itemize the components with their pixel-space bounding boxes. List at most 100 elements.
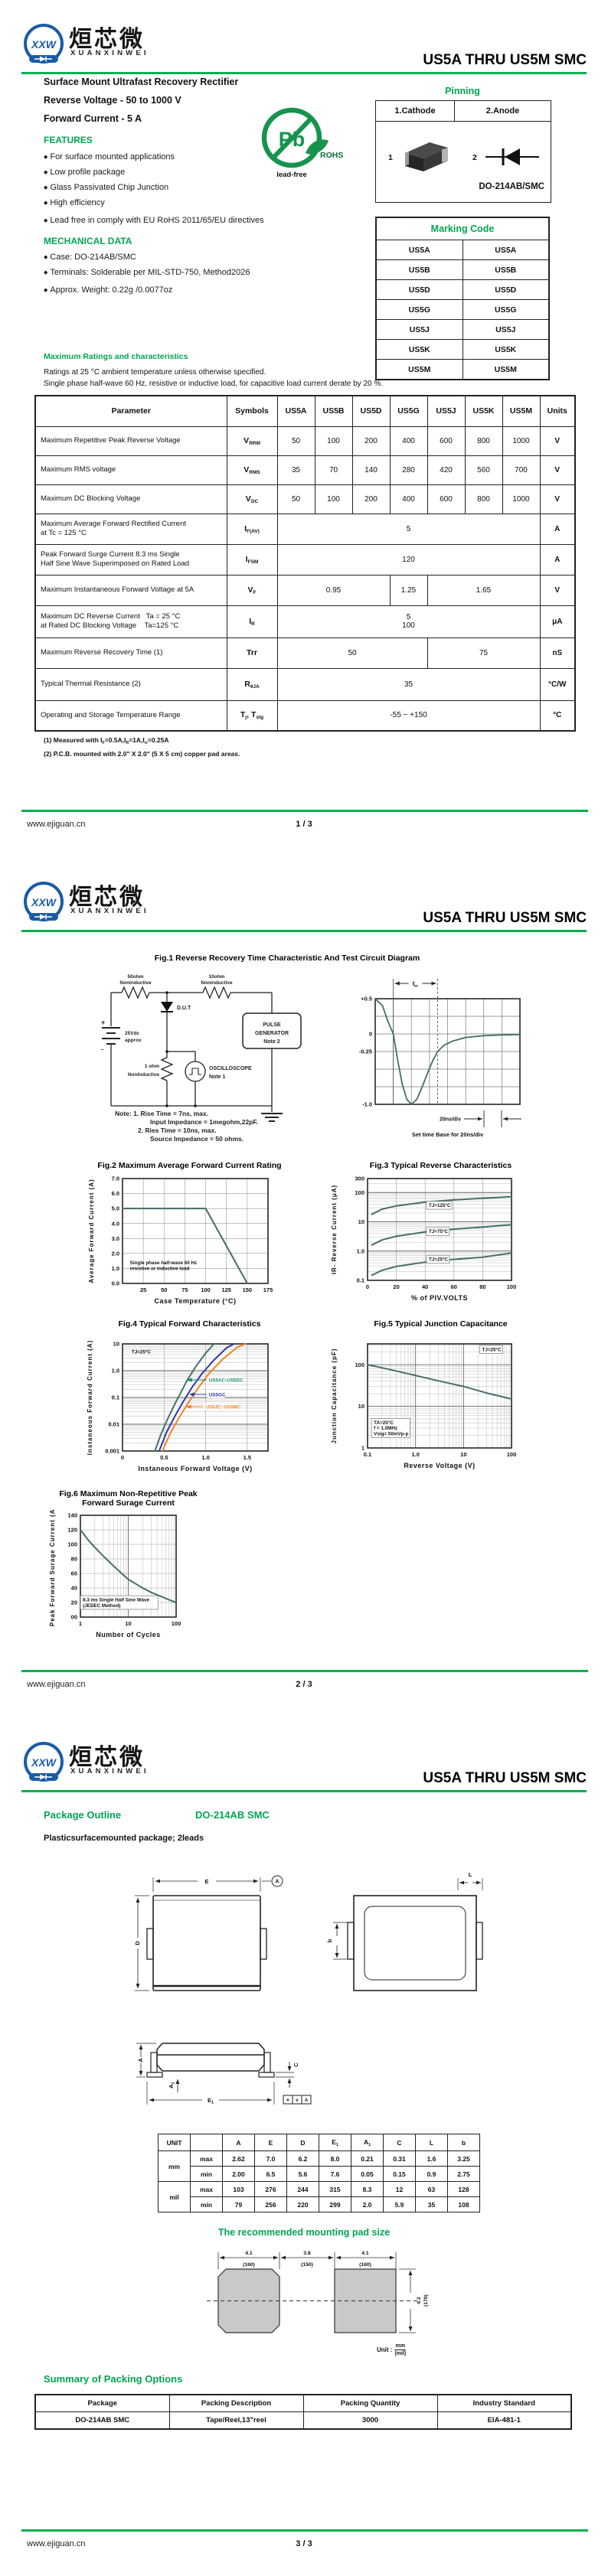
column-header: Parameter [34,395,227,427]
svg-text:75: 75 [181,1286,188,1293]
pin2-label: 2.Anode [485,106,520,116]
svg-text:(160): (160) [359,2262,371,2268]
logo-english-name: XUANXINWEI [70,907,149,915]
svg-text:100: 100 [172,1620,181,1627]
package-outline-heading: Package Outline [44,1809,122,1821]
svg-text:US5JC~US5MC: US5JC~US5MC [205,1405,240,1410]
svg-text:140: 140 [67,1512,77,1519]
svg-text:00: 00 [71,1614,77,1621]
pin1-label: 1.Cathode [376,101,455,121]
svg-text:4.1: 4.1 [361,2251,369,2256]
svg-text:40: 40 [422,1283,428,1290]
ratings-row: Peak Forward Surge Current 8.3 ms Single… [34,543,576,576]
logo-abbr: XXW [31,1756,57,1769]
svg-text:US5AC-US5DC: US5AC-US5DC [209,1378,244,1384]
feature-item: ◆ Glass Passivated Chip Junction [44,183,169,192]
dim-A: A [137,2058,144,2062]
svg-text:⌖: ⌖ [286,2098,289,2103]
marking-row: US5D US5D [375,279,550,300]
company-logo-icon: XXW [24,24,64,64]
dim-C: C [293,2062,299,2067]
svg-text:0.0: 0.0 [112,1280,119,1287]
svg-text:7.0: 7.0 [112,1176,119,1182]
svg-text:4.1: 4.1 [245,2251,253,2256]
svg-text:NonInductive: NonInductive [128,1072,160,1078]
r1-label: 50ohm [128,974,144,980]
svg-text:Junction Capacitance (pF): Junction Capacitance (pF) [331,1348,338,1443]
forward-current-line: Forward Current - 5 A [44,113,142,124]
svg-text:150: 150 [243,1286,253,1293]
logo-chinese-name: 烜芯微 [69,27,145,52]
fig5-chart: 100 10 10.1 1.0 10 100 Reverse Voltage (V) Junc… [331,1343,516,1469]
footer-rule [21,810,588,812]
logo-chinese-name: 烜芯微 [69,1745,145,1770]
fig5-title: Fig.5 Typical Junction Capacitance [374,1319,508,1329]
fig1-title: Fig.1 Reverse Recovery Time Characterist… [154,954,420,963]
svg-text:100: 100 [67,1541,77,1548]
ratings-row: Operating and Storage Temperature Range T… [34,699,576,732]
dim-L: L [469,1871,472,1878]
column-header: Symbols [226,395,278,427]
fig4-title: Fig.4 Typical Forward Characteristics [118,1319,261,1329]
svg-text:-0.25: -0.25 [359,1048,372,1055]
header-rule [21,1790,587,1792]
column-header: US5J [427,395,466,427]
ratings-heading: Maximum Ratings and characteristics [44,352,188,361]
datum-A: A [275,1880,279,1885]
svg-text:1.5: 1.5 [244,1454,251,1461]
ratings-row: Maximum RMS voltage VRMS 35 70 140 280 420 560 7… [34,455,576,485]
svg-text:1: 1 [361,1445,364,1452]
svg-text:3.0: 3.0 [112,1235,119,1242]
page1-header: XXW 烜芯微 XUANXINWEI US5A THRU US5M SMC [21,23,587,77]
svg-text:(JEDEC Method): (JEDEC Method) [83,1603,120,1609]
svg-text:Instaneous Forward Current (A): Instaneous Forward Current (A) [87,1340,93,1455]
svg-text:10: 10 [125,1620,131,1627]
svg-text:4.3: 4.3 [417,2297,422,2304]
mechanical-data-heading: MECHANICAL DATA [44,236,132,246]
svg-text:Vsig= 50mVp-p: Vsig= 50mVp-p [374,1432,408,1437]
footer-site: www.ejiguan.cn [27,2539,86,2548]
svg-text:A: A [305,2098,309,2103]
svg-text:1: 1 [79,1620,82,1627]
svg-text:Average Forward Current (A): Average Forward Current (A) [88,1179,95,1283]
logo-english-name: XUANXINWEI [70,1767,149,1775]
svg-text:60: 60 [71,1570,77,1577]
svg-text:Instaneous Forward Voltage (V): Instaneous Forward Voltage (V) [138,1465,252,1472]
column-header: US5G [389,395,428,427]
reverse-voltage-line: Reverse Voltage - 50 to 1000 V [44,95,181,106]
packing-heading: Summary of Packing Options [44,2373,183,2385]
svg-text:20: 20 [71,1599,77,1606]
fig3-chart: 300 100 10 1.0 0.10 20 40 60 80 100 % of PIV.VOLTS… [331,1176,516,1302]
header-rule [21,72,587,74]
svg-text:resistive or inductive load: resistive or inductive load [130,1266,190,1271]
ratings-row: Maximum DC Reverse Current Ta = 25 °C at … [34,605,576,638]
svg-text:60: 60 [451,1283,457,1290]
marking-row: US5A US5A [375,240,550,260]
svg-text:8.3 ms Single Half Sine Wave: 8.3 ms Single Half Sine Wave [83,1597,149,1603]
package-name: DO-214AB/SMC [479,182,544,191]
pinning-box: 1.Cathode 2.Anode 1 2 DO-214AB/SMC [375,100,551,203]
column-header: US5A [276,395,315,427]
battery-label: 25Vdc [125,1031,140,1036]
svg-text:3.8: 3.8 [303,2251,311,2256]
ratings-table: Parameter Symbols US5A US5B US5D US5G US5J US5K… [34,395,576,732]
logo-abbr: XXW [31,38,57,51]
fig2-chart: 0.0 1.0 2.0 3.0 4.0 5.0 6.0 7.0 25 50 75 100 125 150 1… [88,1176,273,1305]
column-header: US5K [464,395,503,427]
svg-text:Single phase half-wave 60 Hz: Single phase half-wave 60 Hz [130,1260,198,1266]
marking-code-table: Marking Code US5A US5A US5B US5B US5D US5D US5G… [375,217,550,380]
r2-label: 10ohm [209,974,225,980]
dim-b: b [326,1939,333,1942]
document-title: US5A THRU US5M SMC [423,1770,587,1786]
footer-site: www.ejiguan.cn [27,1680,86,1689]
dim-E: E [204,1878,208,1885]
package-outline-drawing: E A D L b A A1 E1 C ⌖ v A [134,1871,483,2105]
ratings-row: Maximum Average Forward Rectified Curren… [34,513,576,545]
svg-text:trr: trr [413,980,419,989]
bullet-icon: ◆ [44,288,48,293]
feature-item: ◆ Low profile package [44,168,126,177]
bullet-icon: ◆ [44,218,48,223]
svg-text:120: 120 [67,1527,77,1534]
column-header: Units [539,395,576,427]
